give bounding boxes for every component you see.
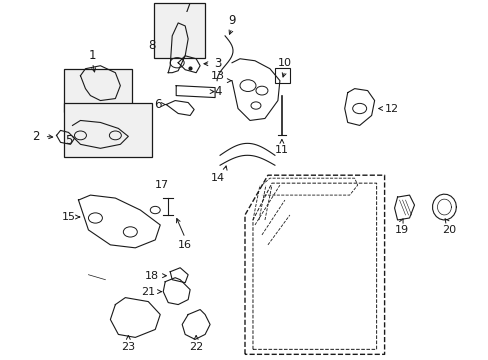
Text: 12: 12 (384, 104, 398, 113)
Text: 1: 1 (88, 49, 96, 62)
Text: 8: 8 (148, 39, 156, 52)
Text: 4: 4 (214, 85, 222, 98)
Text: 18: 18 (145, 271, 159, 281)
Text: 17: 17 (155, 180, 169, 190)
Text: 9: 9 (228, 14, 235, 27)
Text: 3: 3 (214, 57, 222, 70)
Text: 21: 21 (141, 287, 155, 297)
Bar (274, 68, 289, 83)
Text: 13: 13 (211, 71, 224, 81)
Text: 20: 20 (442, 225, 455, 235)
Text: 14: 14 (211, 173, 224, 183)
Text: 11: 11 (274, 145, 288, 155)
Text: 10: 10 (277, 58, 291, 68)
Bar (64, 103, 152, 157)
Text: 16: 16 (178, 240, 192, 250)
Text: 5: 5 (65, 134, 72, 147)
Bar (64, 69, 132, 112)
Bar (154, 3, 205, 58)
Text: 2: 2 (32, 130, 39, 143)
Text: 15: 15 (61, 212, 75, 222)
Text: 6: 6 (154, 98, 162, 111)
Text: 23: 23 (121, 342, 135, 352)
Text: 19: 19 (394, 225, 408, 235)
Text: 7: 7 (184, 3, 191, 15)
Text: 22: 22 (189, 342, 203, 352)
